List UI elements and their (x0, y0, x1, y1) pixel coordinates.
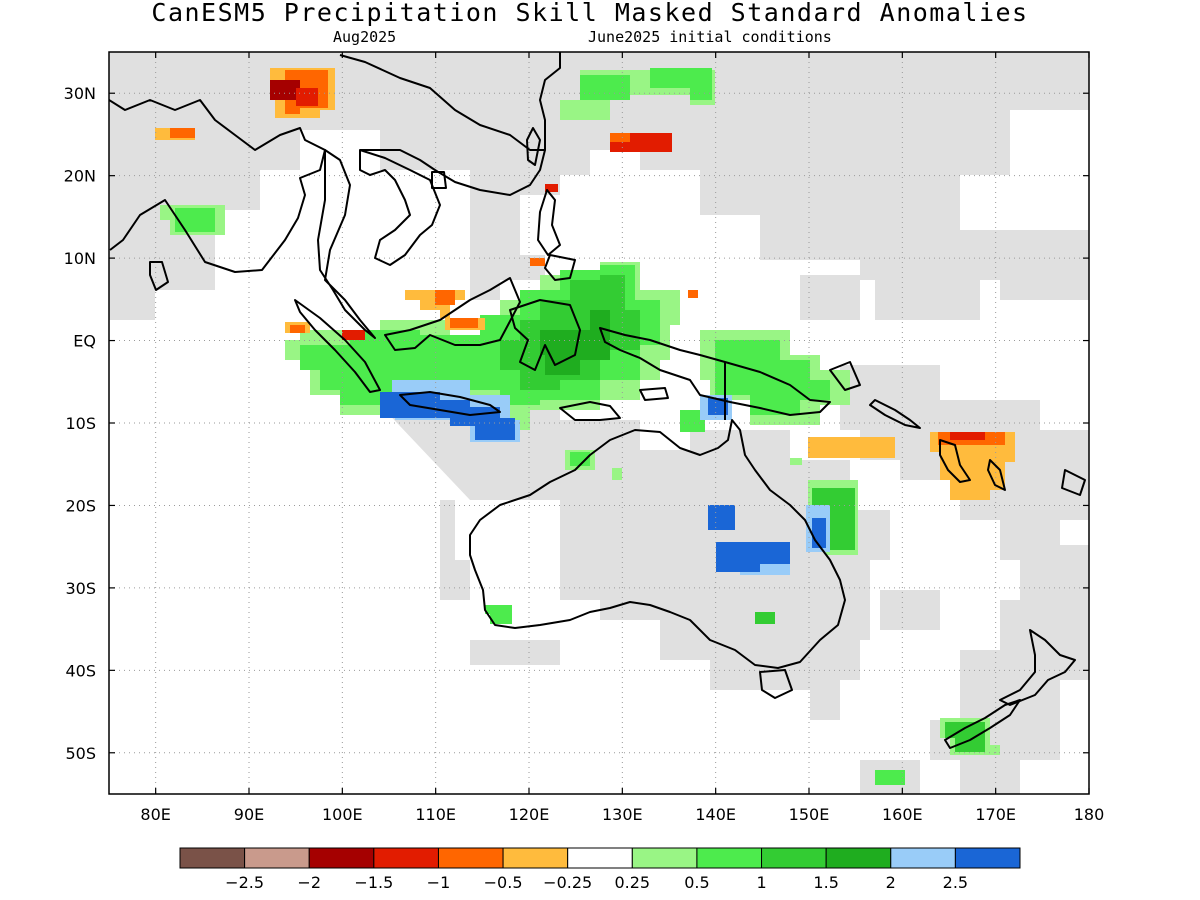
lat-tick-label: EQ (73, 332, 96, 351)
map-gridlines (109, 52, 1089, 794)
colorbar-label: 2 (886, 873, 896, 892)
colorbar-swatch (437, 847, 504, 869)
colorbar-label: 1.5 (813, 873, 838, 892)
lon-tick-label: 150E (789, 805, 830, 824)
colorbar-label: −2.5 (225, 873, 264, 892)
colorbar-label: 1 (756, 873, 766, 892)
colorbar-label: −0.5 (484, 873, 523, 892)
lon-tick-label: 90E (234, 805, 264, 824)
colorbar-swatch (308, 847, 375, 869)
colorbar-swatch (696, 847, 763, 869)
lat-tick-label: 20S (65, 496, 96, 515)
colorbar-swatch (954, 847, 1021, 869)
lon-tick-label: 80E (140, 805, 170, 824)
colorbar-label: 0.5 (684, 873, 709, 892)
colorbar-swatch (890, 847, 956, 869)
colorbar-label: −1.5 (354, 873, 393, 892)
lon-tick-label: 110E (415, 805, 456, 824)
lon-tick-label: 120E (509, 805, 550, 824)
colorbar-swatch (567, 847, 633, 869)
lat-tick-label: 10S (65, 414, 96, 433)
lat-tick-label: 20N (64, 167, 96, 186)
valid-month-label: Aug2025 (333, 28, 397, 46)
colorbar-swatch (825, 847, 892, 869)
colorbar-label: −2 (297, 873, 321, 892)
colorbar-swatch (631, 847, 698, 869)
lon-tick-label: 100E (322, 805, 363, 824)
colorbar-swatch (179, 847, 246, 869)
colorbar-swatch (502, 847, 569, 869)
map-axes: 80E 90E 100E 110E 120E 130E 140E 150E 160E 170E 18… (64, 52, 1105, 824)
lon-tick-label: 130E (602, 805, 643, 824)
colorbar-label: −1 (427, 873, 451, 892)
lat-tick-label: 30S (65, 579, 96, 598)
colorbar-swatch (761, 847, 827, 869)
colorbar-label: 0.25 (614, 873, 650, 892)
colorbar: −2.5 −2 −1.5 −1 −0.5 −0.25 0.25 0.5 1 1.5 2 2.5 (179, 847, 1021, 892)
colorbar-swatch (373, 847, 439, 869)
lat-tick-label: 50S (65, 744, 96, 763)
initial-conditions-label: June2025 initial conditions (588, 28, 832, 46)
lon-tick-label: 140E (695, 805, 736, 824)
lat-tick-label: 10N (64, 249, 96, 268)
colorbar-label: 2.5 (943, 873, 968, 892)
lat-tick-label: 30N (64, 84, 96, 103)
lon-tick-label: 160E (882, 805, 923, 824)
map-title: CanESM5 Precipitation Skill Masked Stand… (151, 0, 1029, 27)
lon-tick-label: 180 (1074, 805, 1105, 824)
skill-mask (109, 52, 1089, 794)
map-plot-area (109, 52, 1089, 794)
lon-tick-label: 170E (975, 805, 1016, 824)
coastlines (109, 52, 1086, 749)
colorbar-swatch (244, 847, 310, 869)
lat-tick-label: 40S (65, 661, 96, 680)
colorbar-label: −0.25 (543, 873, 592, 892)
